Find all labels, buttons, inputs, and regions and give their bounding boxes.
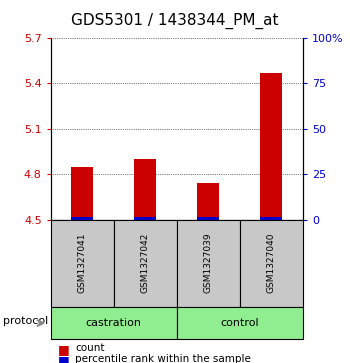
Text: count: count bbox=[75, 343, 105, 353]
Bar bbox=[51, 307, 177, 339]
Bar bbox=[71, 217, 93, 220]
Text: castration: castration bbox=[86, 318, 142, 328]
Text: GSM1327039: GSM1327039 bbox=[204, 233, 213, 294]
Text: protocol: protocol bbox=[2, 317, 48, 326]
Text: ■: ■ bbox=[58, 354, 70, 363]
Text: GSM1327040: GSM1327040 bbox=[267, 233, 276, 293]
Text: GSM1327041: GSM1327041 bbox=[78, 233, 87, 293]
Bar bbox=[177, 220, 240, 307]
Text: ■: ■ bbox=[58, 343, 70, 356]
Bar bbox=[240, 220, 303, 307]
Text: GDS5301 / 1438344_PM_at: GDS5301 / 1438344_PM_at bbox=[71, 13, 279, 29]
Bar bbox=[260, 217, 282, 220]
Bar bbox=[114, 220, 177, 307]
Bar bbox=[177, 307, 303, 339]
Bar bbox=[134, 159, 156, 220]
Bar bbox=[197, 183, 219, 220]
Bar bbox=[51, 220, 114, 307]
Text: control: control bbox=[220, 318, 259, 328]
Bar bbox=[197, 217, 219, 220]
Text: GSM1327042: GSM1327042 bbox=[141, 233, 150, 293]
Bar bbox=[260, 73, 282, 220]
Bar bbox=[71, 167, 93, 220]
Text: percentile rank within the sample: percentile rank within the sample bbox=[75, 354, 251, 363]
Bar bbox=[134, 217, 156, 220]
